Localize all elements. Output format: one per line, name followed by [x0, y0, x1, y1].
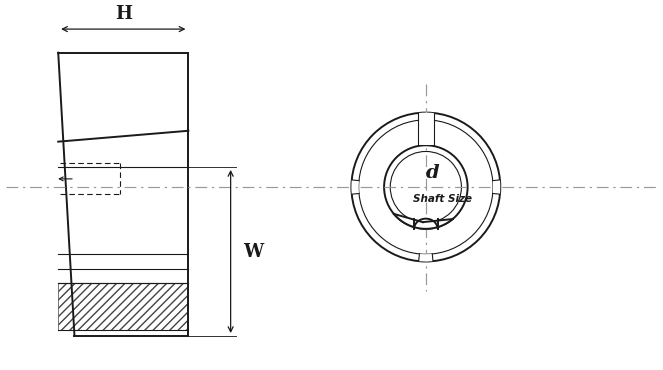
Bar — [58, 283, 188, 330]
Text: W: W — [243, 242, 263, 260]
Wedge shape — [414, 217, 438, 229]
Polygon shape — [351, 180, 359, 194]
Bar — [418, 112, 434, 145]
Polygon shape — [419, 254, 433, 262]
Text: H: H — [115, 5, 132, 23]
Polygon shape — [493, 180, 501, 194]
Polygon shape — [394, 214, 453, 229]
Polygon shape — [419, 112, 433, 120]
Text: d: d — [426, 164, 439, 182]
Text: Shaft Size: Shaft Size — [412, 194, 471, 204]
